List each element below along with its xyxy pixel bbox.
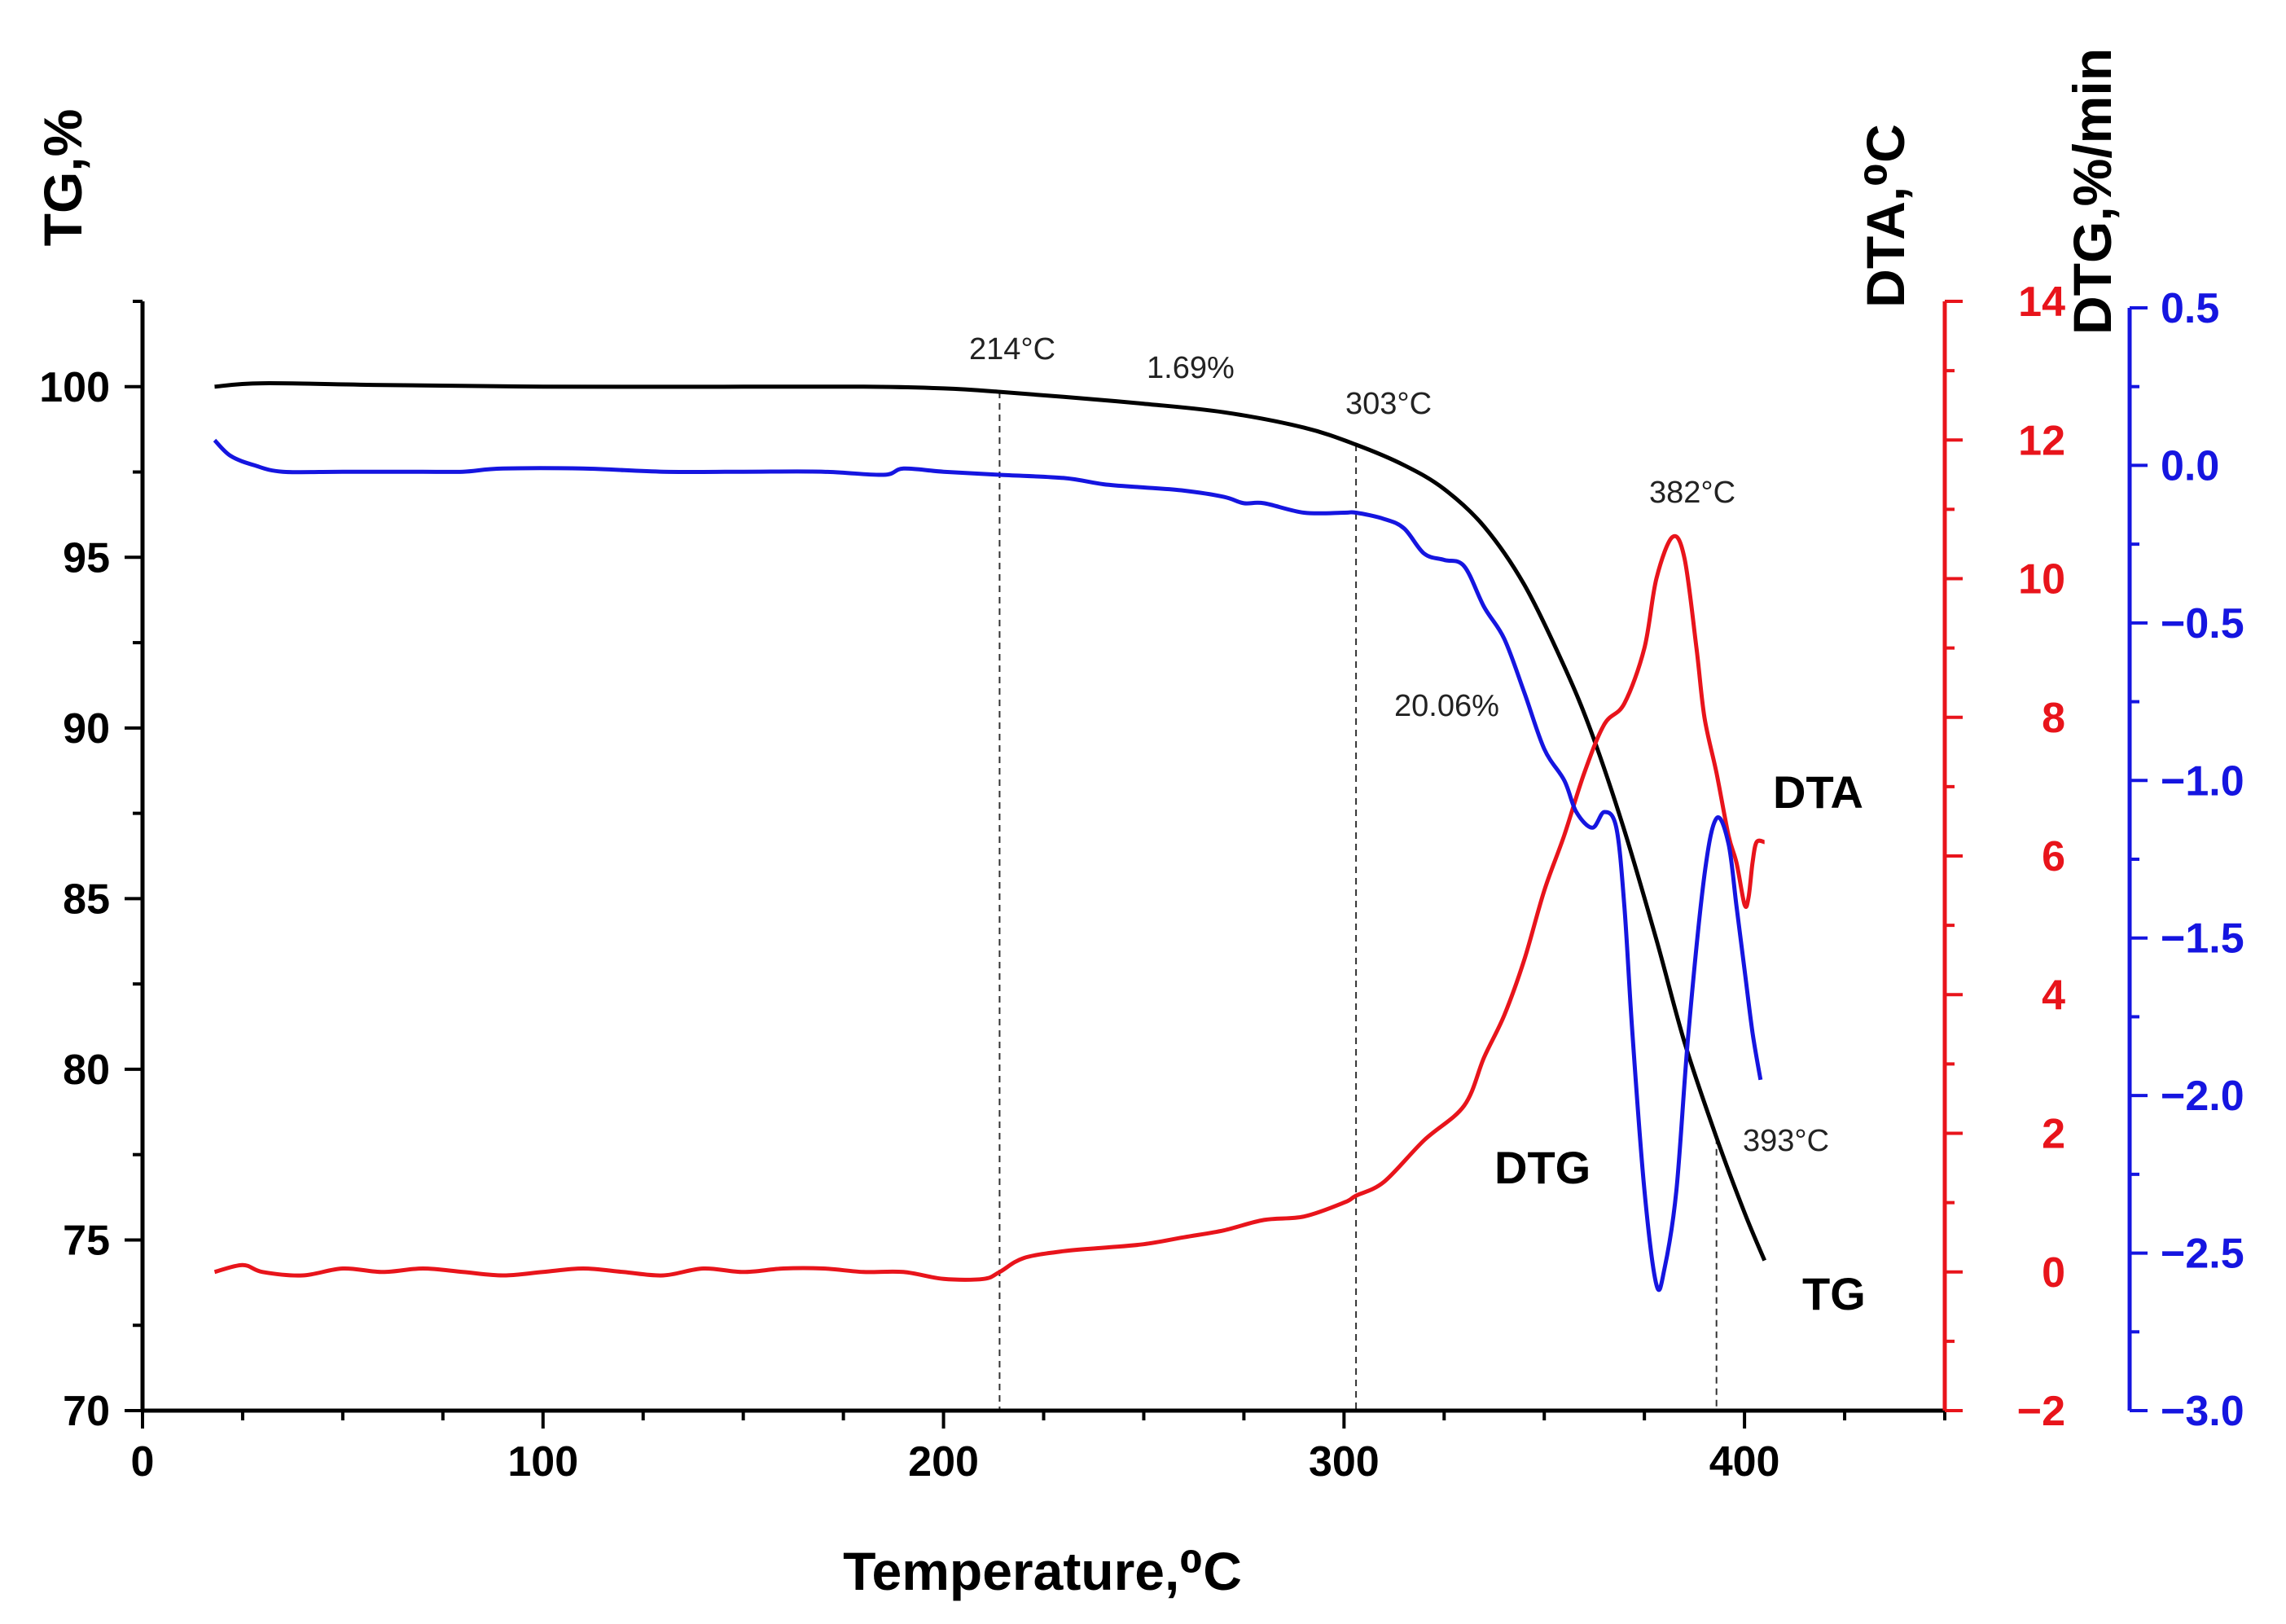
x-tick-label: 0 <box>131 1438 155 1486</box>
dta-tick-label: 12 <box>2018 417 2065 464</box>
annotation-loss-2: 20.06% <box>1394 689 1499 723</box>
x-tick-label: 100 <box>507 1438 578 1486</box>
annotation-382c: 382°C <box>1649 476 1735 510</box>
dtg-tick-label: −3.0 <box>2161 1388 2244 1435</box>
x-axis-title: Temperature,⁰C <box>843 1541 1242 1601</box>
x-tick-label: 300 <box>1309 1438 1380 1486</box>
dta-curve-label: DTA <box>1773 766 1863 818</box>
annotation-loss-1: 1.69% <box>1147 351 1235 385</box>
dta-tick-label: −2 <box>2017 1388 2065 1435</box>
x-axis-ticks: 0 100 200 300 400 <box>131 1411 1946 1486</box>
tg-tick-label: 90 <box>63 705 110 753</box>
dtg-tick-label: −2.0 <box>2161 1073 2244 1120</box>
dta-tick-label: 4 <box>2042 972 2065 1019</box>
dtg-tick-label: 0.0 <box>2161 442 2219 489</box>
dtg-tick-label: −1.5 <box>2161 915 2244 963</box>
tg-tick-label: 75 <box>63 1217 110 1264</box>
tg-axis-ticks: 70 75 80 85 90 95 100 <box>39 300 143 1435</box>
dta-tick-label: 8 <box>2042 695 2065 742</box>
annotation-214c: 214°C <box>969 332 1055 366</box>
dtg-tick-label: −0.5 <box>2161 600 2244 647</box>
tg-tick-label: 70 <box>63 1388 110 1435</box>
dtg-tick-label: 0.5 <box>2161 285 2219 332</box>
x-tick-label: 200 <box>908 1438 979 1486</box>
dta-tick-label: 0 <box>2042 1249 2065 1297</box>
dta-tick-label: 10 <box>2018 556 2065 604</box>
dtg-tick-label: −2.5 <box>2161 1231 2244 1278</box>
annotation-393c: 393°C <box>1743 1124 1829 1158</box>
dta-tick-label: 6 <box>2042 833 2065 880</box>
tg-tick-label: 100 <box>39 364 110 411</box>
x-tick-label: 400 <box>1709 1438 1780 1486</box>
dtg-axis-title: DTG,%/min <box>2062 48 2122 335</box>
dtg-curve-label: DTG <box>1494 1142 1591 1193</box>
tg-curve-label: TG <box>1802 1268 1866 1319</box>
tg-curve <box>214 381 1767 1262</box>
dta-axis-title: DTA,⁰C <box>1855 124 1915 308</box>
dtg-axis-ticks: 0.5 0.0 −0.5 −1.0 −1.5 −2.0 −2.5 −3.0 <box>2130 285 2244 1435</box>
tg-tick-label: 80 <box>63 1047 110 1094</box>
annotation-303c: 303°C <box>1345 387 1432 421</box>
tg-tick-label: 85 <box>63 876 110 923</box>
dtg-curve <box>213 438 1763 1293</box>
dta-curve <box>213 533 1766 1282</box>
reference-lines <box>998 392 1718 1411</box>
dtg-tick-label: −1.0 <box>2161 757 2244 805</box>
dta-axis-ticks: −2 0 2 4 6 8 10 12 14 <box>1945 279 2065 1435</box>
dta-tick-label: 2 <box>2042 1111 2065 1158</box>
tg-tick-label: 95 <box>63 534 110 582</box>
tg-axis-title: TG,% <box>33 109 93 247</box>
dta-tick-label: 14 <box>2018 279 2065 326</box>
